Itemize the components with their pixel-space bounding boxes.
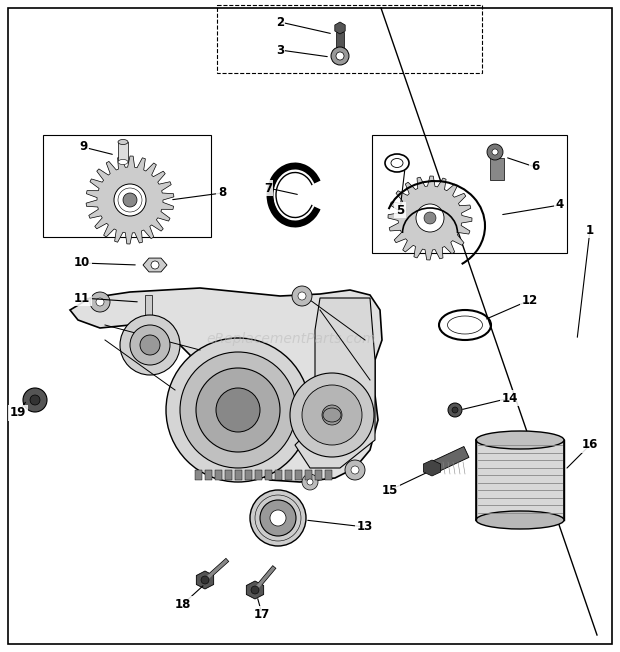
Polygon shape xyxy=(197,571,214,589)
Text: 13: 13 xyxy=(357,520,373,533)
Circle shape xyxy=(123,193,137,207)
Circle shape xyxy=(166,338,310,482)
Bar xyxy=(43,135,211,237)
Bar xyxy=(215,470,222,480)
Circle shape xyxy=(292,286,312,306)
Circle shape xyxy=(201,576,209,584)
Ellipse shape xyxy=(118,160,128,164)
Circle shape xyxy=(180,352,296,468)
Polygon shape xyxy=(86,156,174,244)
Bar xyxy=(118,142,128,162)
Polygon shape xyxy=(70,288,382,482)
Bar xyxy=(430,447,469,473)
Circle shape xyxy=(270,510,286,526)
Ellipse shape xyxy=(476,431,564,449)
Circle shape xyxy=(298,292,306,300)
Circle shape xyxy=(120,315,180,375)
Text: 15: 15 xyxy=(382,484,398,497)
Polygon shape xyxy=(388,176,472,260)
Bar xyxy=(336,32,344,50)
Bar xyxy=(285,470,292,480)
Bar xyxy=(315,470,322,480)
Circle shape xyxy=(416,204,444,232)
Text: 1: 1 xyxy=(586,224,594,237)
Circle shape xyxy=(216,388,260,432)
Bar xyxy=(476,440,564,520)
Circle shape xyxy=(345,460,365,480)
Bar xyxy=(245,470,252,480)
Text: 12: 12 xyxy=(522,293,538,306)
Bar xyxy=(225,470,232,480)
Circle shape xyxy=(492,149,498,155)
Circle shape xyxy=(260,500,296,536)
Circle shape xyxy=(351,466,359,474)
Bar xyxy=(305,470,312,480)
Bar xyxy=(205,470,212,480)
Circle shape xyxy=(196,368,280,452)
Circle shape xyxy=(130,325,170,365)
Circle shape xyxy=(302,385,362,445)
Text: 5: 5 xyxy=(396,203,404,216)
Circle shape xyxy=(307,479,313,485)
Circle shape xyxy=(30,395,40,405)
Text: 19: 19 xyxy=(10,406,26,419)
Text: 7: 7 xyxy=(264,181,272,194)
Circle shape xyxy=(90,292,110,312)
Circle shape xyxy=(96,298,104,306)
Polygon shape xyxy=(335,22,345,34)
Bar xyxy=(265,470,272,480)
Bar xyxy=(195,470,202,480)
Text: 4: 4 xyxy=(556,198,564,211)
Circle shape xyxy=(336,52,344,60)
Text: 16: 16 xyxy=(582,439,598,451)
Text: 14: 14 xyxy=(502,391,518,404)
Bar xyxy=(145,295,152,323)
Circle shape xyxy=(452,407,458,413)
Bar xyxy=(490,158,504,180)
Circle shape xyxy=(140,335,160,355)
Polygon shape xyxy=(423,460,441,476)
Bar xyxy=(372,135,567,253)
Bar xyxy=(217,5,482,73)
Polygon shape xyxy=(295,298,375,468)
Text: 18: 18 xyxy=(175,597,191,610)
Text: 17: 17 xyxy=(254,608,270,621)
Bar xyxy=(275,470,282,480)
Ellipse shape xyxy=(476,511,564,529)
Text: 8: 8 xyxy=(218,186,226,200)
Circle shape xyxy=(331,47,349,65)
Ellipse shape xyxy=(118,140,128,145)
Text: 11: 11 xyxy=(74,291,90,304)
Circle shape xyxy=(322,405,342,425)
Text: 2: 2 xyxy=(276,16,284,29)
Text: 9: 9 xyxy=(79,140,87,153)
Polygon shape xyxy=(246,581,264,599)
Text: 3: 3 xyxy=(276,44,284,57)
Circle shape xyxy=(250,490,306,546)
Bar xyxy=(325,470,332,480)
Circle shape xyxy=(487,144,503,160)
Text: 6: 6 xyxy=(531,160,539,173)
Bar xyxy=(235,470,242,480)
Bar xyxy=(255,470,262,480)
Circle shape xyxy=(114,184,146,216)
Circle shape xyxy=(424,212,436,224)
Circle shape xyxy=(23,388,47,412)
Circle shape xyxy=(251,586,259,594)
Circle shape xyxy=(302,474,318,490)
Text: 10: 10 xyxy=(74,256,90,269)
Circle shape xyxy=(290,373,374,457)
Circle shape xyxy=(151,261,159,269)
Ellipse shape xyxy=(448,316,482,334)
Text: eReplacementParts.com: eReplacementParts.com xyxy=(206,332,376,346)
Bar xyxy=(295,470,302,480)
Polygon shape xyxy=(143,258,167,272)
Circle shape xyxy=(448,403,462,417)
